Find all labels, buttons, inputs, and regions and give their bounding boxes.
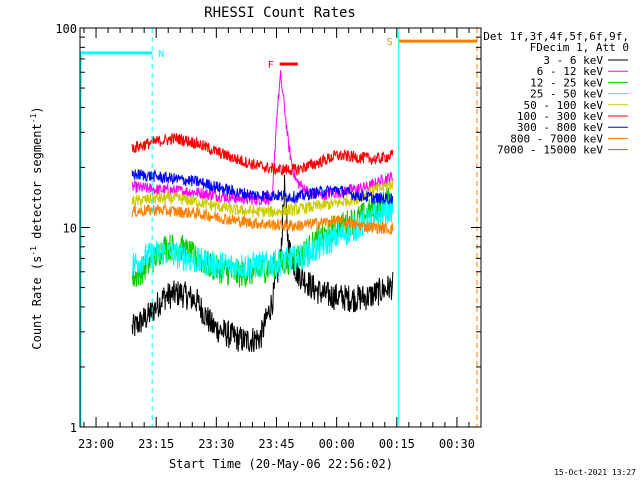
series-line-100-300-kev — [131, 132, 394, 176]
y-tick-label: 100 — [55, 22, 77, 36]
y-tick-label: 1 — [70, 421, 77, 435]
x-axis-label: Start Time (20-May-06 22:56:02) — [169, 457, 393, 471]
annotation-f-label: F — [268, 60, 274, 71]
chart-title: RHESSI Count Rates — [204, 5, 356, 21]
plot-area — [80, 28, 481, 427]
x-tick-label: 00:30 — [439, 437, 475, 451]
series-line-300-800-kev — [131, 168, 394, 205]
x-tick-label: 23:45 — [258, 437, 294, 451]
x-tick-label: 23:15 — [138, 437, 174, 451]
legend-entry-label: 50 - 100 keV — [524, 99, 604, 112]
series-line-800-7000-kev — [131, 203, 394, 235]
legend-title-line-2: FDecim 1, Att 0 — [530, 41, 629, 54]
y-tick-label: 10 — [63, 222, 77, 236]
axes-layer: 1 10 100 23:00 23:15 23:30 23:45 00:00 00:15 00:3… — [55, 22, 482, 451]
series-line-25-50-kev — [131, 195, 394, 280]
x-tick-label: 23:00 — [78, 437, 114, 451]
legend-entry-label: 12 - 25 keV — [530, 76, 603, 89]
y-axis-label: Count Rate (s-1 detector segment-1) — [29, 106, 44, 349]
x-tick-label: 00:15 — [379, 437, 415, 451]
legend-entry-label: 7000 - 15000 keV — [497, 144, 603, 157]
series-line-3-6-kev — [131, 174, 394, 352]
legend-entry-label: 3 - 6 keV — [543, 54, 603, 67]
legend-entry-label: 800 - 7000 keV — [510, 132, 603, 145]
x-tick-label: 23:30 — [198, 437, 234, 451]
plot-background — [80, 28, 481, 427]
annotation-n-label: N — [158, 49, 164, 60]
timestamp: 15-Oct-2021 13:27 — [554, 468, 636, 477]
legend-title-line-1: Det 1f,3f,4f,5f,6f,9f, — [483, 30, 629, 43]
legend: Det 1f,3f,4f,5f,6f,9f,FDecim 1, Att 03 -… — [483, 30, 629, 157]
legend-entry-label: 300 - 800 keV — [517, 121, 603, 134]
x-tick-label: 00:00 — [319, 437, 355, 451]
annotation-s-label: S — [387, 37, 393, 48]
series-line-50-100-kev — [131, 179, 394, 218]
series-layer — [131, 69, 394, 352]
legend-entry-label: 25 - 50 keV — [530, 88, 603, 101]
legend-entry-label: 100 - 300 keV — [517, 110, 603, 123]
legend-entry-label: 6 - 12 keV — [537, 65, 604, 78]
